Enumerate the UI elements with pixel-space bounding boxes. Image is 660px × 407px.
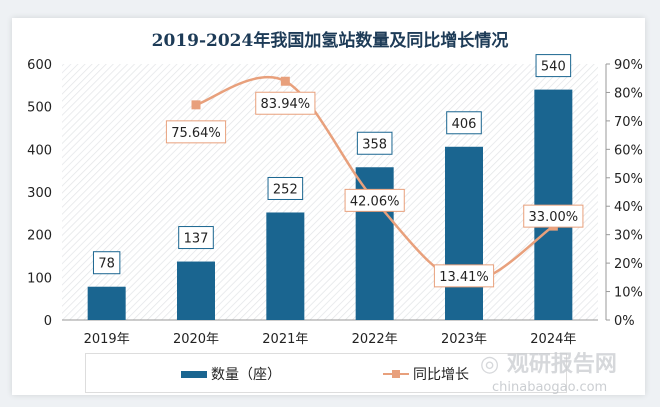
right-tick-label: 20% [614,257,643,272]
growth-data-label-box [344,188,405,212]
right-tick-label: 70% [614,115,643,130]
growth-data-label: 42.06% [350,194,400,209]
bar-data-label-box [446,111,482,135]
bar-data-label: 406 [452,117,477,132]
right-tick-label: 50% [614,172,643,187]
x-tick-label: 2022年 [352,332,398,347]
legend: 数量（座） 同比增长 [85,353,567,393]
right-tick-label: 80% [614,86,643,101]
growth-data-label-box [433,264,495,288]
left-tick-label: 300 [27,186,52,201]
x-tick-label: 2020年 [173,332,219,347]
bar [87,286,126,320]
left-tick-label: 100 [27,271,52,286]
growth-data-label: 75.64% [171,126,221,141]
left-tick-label: 0 [44,314,52,329]
growth-data-label: 33.00% [529,210,579,225]
bar-data-label-box [356,131,393,155]
watermark-logo: ◎ 观研报告网 [480,352,617,377]
right-tick-label: 40% [614,200,643,215]
bar-data-label-box [267,176,304,200]
right-tick-label: 30% [614,229,643,244]
x-tick-label: 2021年 [262,332,308,347]
bar-data-label: 137 [184,232,209,247]
growth-data-label: 13.41% [439,270,489,285]
legend-line-swatch [383,370,409,378]
watermark-url: chinabaogao.com [492,380,608,395]
growth-data-label: 83.94% [261,97,311,112]
watermark-name: 观研报告网 [506,352,617,377]
legend-label: 数量（座） [211,367,281,383]
bar-data-label-box [92,251,121,275]
bar [177,261,215,320]
legend-item-growth: 同比增长 [383,364,469,384]
right-tick-label: 60% [614,143,643,158]
growth-data-label-box [523,204,584,228]
left-tick-label: 200 [27,229,52,244]
x-tick-label: 2024年 [530,332,576,347]
bar [445,146,483,320]
right-tick-label: 90% [614,58,643,73]
right-tick-label: 10% [614,286,643,301]
bar-data-label: 78 [98,257,115,272]
bar-data-label-box [535,54,572,78]
left-tick-label: 500 [27,101,52,116]
growth-marker [280,76,290,86]
bar-data-label: 358 [362,137,387,152]
growth-data-label-box [255,91,316,115]
legend-item-count: 数量（座） [181,364,281,384]
bar [266,212,305,320]
x-tick-label: 2023年 [441,332,487,347]
bar-data-label: 540 [541,60,566,75]
legend-bar-swatch [181,370,207,378]
bar-data-label: 252 [273,182,298,197]
chart-title: 2019-2024年我国加氢站数量及同比增长情况 [151,31,509,51]
legend-label: 同比增长 [413,367,469,383]
bar-data-label-box [178,226,214,250]
right-tick-label: 0% [614,314,635,329]
growth-marker [191,100,201,110]
growth-data-label-box [165,120,227,144]
left-tick-label: 600 [27,58,52,73]
plot-area [62,64,598,320]
left-tick-label: 400 [27,143,52,158]
x-tick-label: 2019年 [84,332,130,347]
